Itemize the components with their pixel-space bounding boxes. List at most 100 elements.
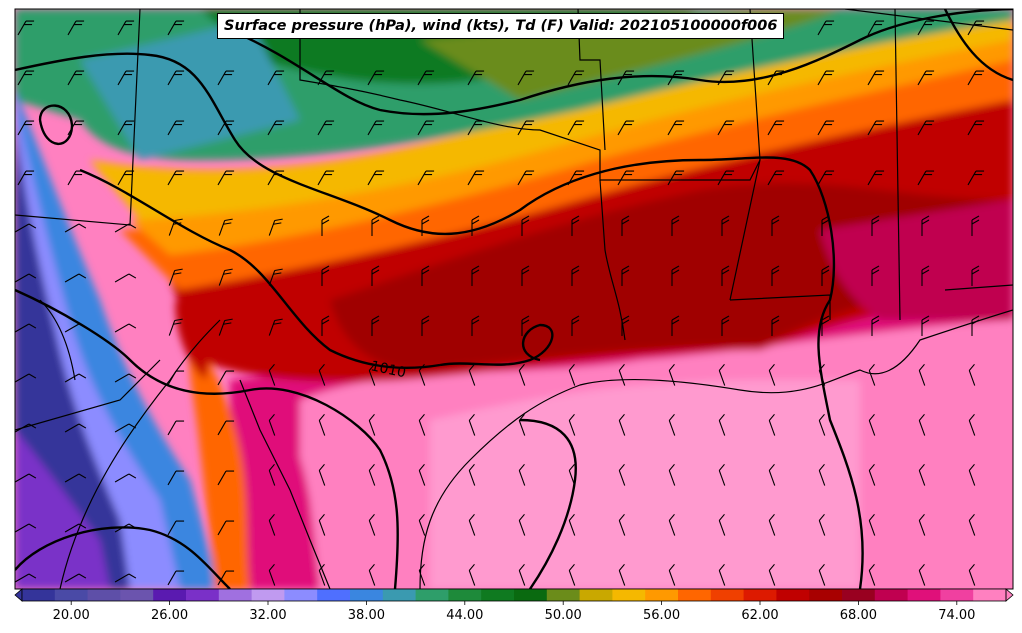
wind-barb: [17, 70, 35, 86]
wind-barb: [368, 513, 376, 536]
wind-barb: [718, 413, 726, 436]
wind-barb: [167, 120, 185, 136]
colorbar-swatch: [874, 589, 909, 601]
wind-barb: [768, 363, 776, 386]
wind-barb: [467, 120, 485, 136]
wind-barb: [117, 170, 135, 186]
wind-barb: [218, 318, 233, 336]
wind-barb: [821, 215, 830, 236]
wind-barb: [968, 363, 976, 386]
wind-barb: [618, 363, 626, 386]
wind-barb: [768, 563, 776, 586]
colorbar-swatch: [251, 589, 285, 601]
wind-barb: [867, 70, 885, 86]
wind-barb: [218, 268, 233, 286]
wind-barb: [568, 363, 576, 386]
wind-barb: [15, 273, 37, 283]
wind-barb: [417, 170, 435, 186]
wind-barb: [67, 170, 85, 186]
wind-barb: [417, 70, 435, 86]
wind-barb: [521, 215, 530, 236]
colorbar-swatch: [809, 589, 843, 601]
wind-barb: [167, 70, 185, 86]
wind-barb: [67, 120, 85, 136]
wind-barb: [417, 120, 435, 136]
wind-barb: [421, 215, 430, 236]
wind-barb: [571, 215, 580, 236]
wind-barb: [15, 373, 37, 383]
wind-barb: [217, 520, 235, 536]
colorbar-swatch: [710, 589, 745, 601]
wind-barb: [568, 463, 576, 486]
wind-barb: [918, 463, 926, 486]
wind-barb: [821, 315, 830, 336]
wind-barb: [671, 215, 680, 236]
wind-barb: [317, 70, 335, 86]
wind-barb: [918, 413, 926, 436]
wind-barb: [114, 223, 137, 233]
wind-barb: [818, 463, 826, 486]
wind-barb: [568, 413, 576, 436]
map-title: Surface pressure (hPa), wind (kts), Td (…: [217, 13, 785, 39]
wind-barb: [768, 413, 776, 436]
wind-barb: [567, 170, 585, 186]
wind-barb: [15, 473, 37, 483]
wind-barb: [368, 363, 376, 386]
wind-barb: [617, 170, 635, 186]
wind-barb: [217, 70, 235, 86]
wind-barb: [967, 170, 985, 186]
colorbar-swatch: [481, 589, 515, 601]
colorbar-swatch: [218, 589, 253, 601]
wind-barb: [721, 215, 730, 236]
wind-barb: [868, 563, 876, 586]
wind-barb: [167, 20, 185, 36]
wind-barb: [817, 120, 835, 136]
colorbar-tick-label: 56.00: [642, 608, 681, 623]
wind-barb: [718, 463, 726, 486]
wind-barb: [267, 170, 285, 186]
wind-barb: [321, 315, 330, 336]
colorbar-extend-high: [1005, 588, 1014, 602]
wind-barb: [517, 170, 535, 186]
colorbar-swatch: [87, 589, 121, 601]
wind-barb: [67, 20, 85, 36]
wind-barb: [367, 120, 385, 136]
isobar-label: 1010: [369, 358, 407, 381]
colorbar-tick-label: 62.00: [741, 608, 779, 623]
wind-barb: [318, 563, 326, 586]
wind-barb: [217, 570, 235, 586]
wind-barb: [671, 265, 680, 286]
wind-barb: [667, 70, 685, 86]
wind-barb: [267, 70, 285, 86]
wind-barb: [971, 215, 980, 236]
wind-barb: [318, 513, 326, 536]
wind-barb: [367, 170, 385, 186]
wind-barb: [467, 70, 485, 86]
wind-barb: [718, 513, 726, 536]
wind-barb: [517, 70, 535, 86]
wind-barb: [518, 463, 526, 486]
colorbar-tick-label: 38.00: [347, 608, 385, 623]
wind-barb: [471, 265, 480, 286]
wind-barb: [721, 265, 730, 286]
wind-barb: [267, 120, 285, 136]
wind-barb: [217, 170, 235, 186]
wind-barb: [871, 315, 880, 336]
wind-barb: [871, 265, 880, 286]
colorbar-swatch: [54, 589, 89, 601]
wind-barb: [518, 363, 526, 386]
wind-barb: [67, 70, 85, 86]
wind-barb: [768, 463, 776, 486]
wind-barb: [317, 120, 335, 136]
colorbar-frame: [21, 588, 1007, 602]
wind-barb: [471, 315, 480, 336]
wind-barb: [468, 513, 476, 536]
wind-barb: [114, 473, 137, 483]
wind-barb: [418, 513, 426, 536]
wind-barb: [318, 363, 326, 386]
wind-barb: [521, 265, 530, 286]
wind-barb: [418, 363, 426, 386]
wind-barb: [767, 120, 785, 136]
wind-barb: [668, 563, 676, 586]
